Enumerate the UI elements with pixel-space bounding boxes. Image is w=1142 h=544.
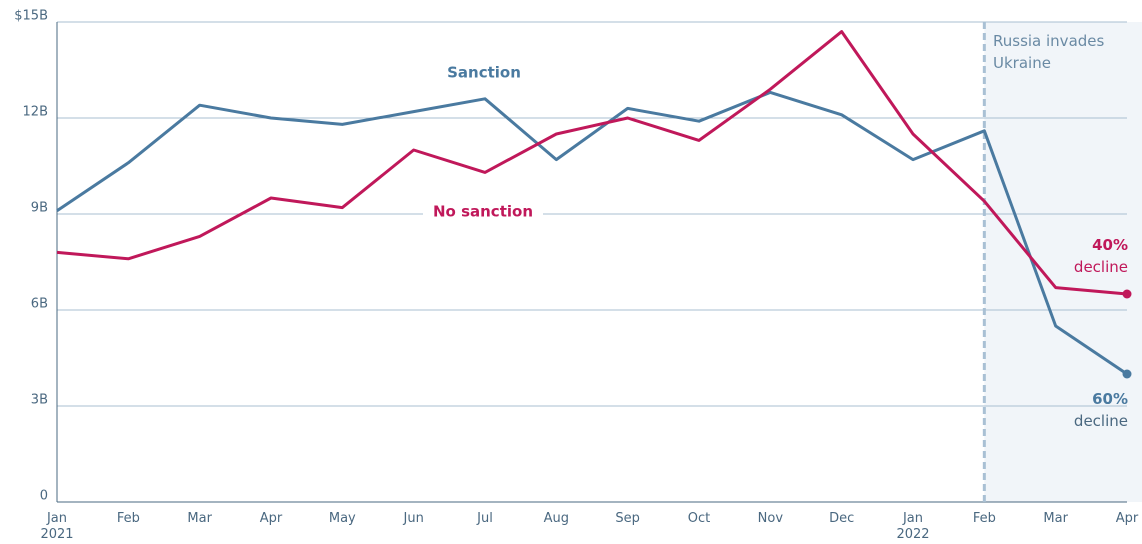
y-tick-label: 6B (31, 297, 48, 312)
x-tick-label: Apr (259, 511, 283, 526)
x-tick-label: Sep (615, 511, 640, 526)
event-label: Russia invades Ukraine (993, 32, 1105, 72)
legend-label: Sanction (447, 64, 521, 82)
x-tick-label: Dec (829, 511, 855, 526)
x-tick-label: Nov (757, 511, 784, 526)
y-tick-label: $15B (14, 9, 48, 24)
x-tick-label: Jan 2022 (896, 511, 930, 542)
x-tick-label: Jan 2021 (40, 511, 74, 542)
decline-percent: 60% (1092, 390, 1128, 408)
series-line (56, 30, 1128, 296)
decline-percent: 40% (1092, 236, 1128, 254)
x-tick-label: Feb (116, 511, 140, 526)
y-tick-label: 3B (31, 393, 48, 408)
y-tick-label: 0 (40, 489, 48, 504)
end-point (1122, 289, 1132, 299)
decline-label: 40% decline (1074, 234, 1128, 278)
x-tick-label: Apr (1115, 511, 1139, 526)
x-tick-label: Feb (972, 511, 996, 526)
x-tick-label: Jun (403, 511, 424, 526)
x-tick-label: May (328, 511, 356, 526)
x-tick-label: Jul (477, 511, 493, 526)
decline-text: decline (1073, 258, 1128, 276)
event-shade (984, 22, 1142, 502)
series-line (56, 90, 1128, 376)
end-point (1122, 369, 1132, 379)
y-tick-label: 12B (23, 105, 48, 120)
x-tick-label: Oct (687, 511, 711, 526)
legend-label: No sanction (433, 203, 533, 221)
y-tick-label: 9B (31, 201, 48, 216)
label-bg (423, 201, 543, 223)
decline-label: 60% decline (1074, 388, 1128, 432)
x-tick-label: Mar (1043, 511, 1068, 526)
decline-text: decline (1073, 412, 1128, 430)
x-tick-label: Aug (543, 511, 570, 526)
x-tick-label: Mar (187, 511, 212, 526)
